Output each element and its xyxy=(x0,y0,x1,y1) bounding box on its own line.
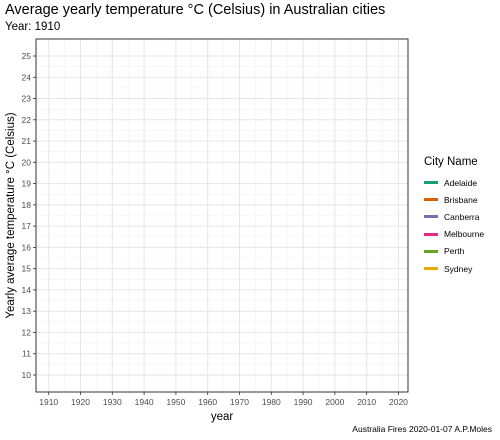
x-tick-label: 2000 xyxy=(325,397,344,407)
x-tick-label: 1990 xyxy=(294,397,313,407)
legend-key xyxy=(424,249,438,253)
legend-item-perth: Perth xyxy=(424,243,484,260)
legend-items: Adelaide Brisbane Canberra Melbourne Perth Sy… xyxy=(424,174,484,277)
x-tick-label: 1940 xyxy=(135,397,154,407)
y-tick-label: 10 xyxy=(22,370,32,380)
y-tick-label: 15 xyxy=(22,264,32,274)
y-tick-label: 22 xyxy=(22,115,32,125)
legend-item-canberra: Canberra xyxy=(424,208,484,225)
legend-key xyxy=(424,215,438,219)
x-tick-label: 1910 xyxy=(39,397,58,407)
chart-caption: Australia Fires 2020-01-07 A.P.Moles xyxy=(352,424,492,434)
legend-label: Sydney xyxy=(444,263,473,274)
y-tick-label: 11 xyxy=(22,349,31,359)
y-tick-label: 18 xyxy=(22,200,32,210)
legend-key xyxy=(424,232,438,236)
x-tick-label: 2010 xyxy=(357,397,376,407)
y-tick-label: 14 xyxy=(22,285,32,295)
legend-label: Brisbane xyxy=(444,194,478,205)
x-tick-label: 1920 xyxy=(71,397,90,407)
chart-subtitle: Year: 1910 xyxy=(5,21,61,33)
legend-label: Adelaide xyxy=(444,177,478,188)
legend-label: Melbourne xyxy=(444,229,485,240)
chart-title: Average yearly temperature °C (Celsius) … xyxy=(5,2,386,18)
y-tick-label: 16 xyxy=(22,242,32,252)
y-tick-label: 13 xyxy=(22,306,32,316)
legend-label: Canberra xyxy=(444,211,480,222)
x-tick-label: 1930 xyxy=(103,397,122,407)
y-axis-label: Yearly average temperature °C (Celsius) xyxy=(5,112,17,318)
legend-label: Perth xyxy=(444,246,465,257)
y-tick-label: 23 xyxy=(22,94,32,104)
y-tick-label: 17 xyxy=(22,221,32,231)
x-tick-label: 1950 xyxy=(166,397,185,407)
x-tick-label: 1960 xyxy=(198,397,217,407)
legend: City Name Adelaide Brisbane Canberra Melbou… xyxy=(424,156,484,277)
y-tick-label: 20 xyxy=(22,157,32,167)
legend-item-brisbane: Brisbane xyxy=(424,191,484,208)
grid xyxy=(36,39,408,392)
plot-panel-border xyxy=(35,38,409,393)
x-tick-label: 2020 xyxy=(389,397,408,407)
y-tick-label: 12 xyxy=(22,327,32,337)
legend-item-melbourne: Melbourne xyxy=(424,226,484,243)
legend-title: City Name xyxy=(424,156,478,168)
y-tick-label: 24 xyxy=(22,72,32,82)
x-axis-label: year xyxy=(211,411,234,423)
legend-key xyxy=(424,267,438,271)
y-tick-label: 19 xyxy=(22,179,32,189)
legend-key xyxy=(424,198,438,202)
x-tick-label: 1980 xyxy=(262,397,281,407)
legend-item-adelaide: Adelaide xyxy=(424,174,484,191)
y-tick-label: 25 xyxy=(22,51,32,61)
y-tick-label: 21 xyxy=(22,136,32,146)
legend-key xyxy=(424,181,438,185)
x-tick-label: 1970 xyxy=(230,397,249,407)
axis-ticks: 1910 1920 1930 1940 1950 1960 1970 1980 1990 2000… xyxy=(22,51,409,407)
legend-item-sydney: Sydney xyxy=(424,260,484,277)
